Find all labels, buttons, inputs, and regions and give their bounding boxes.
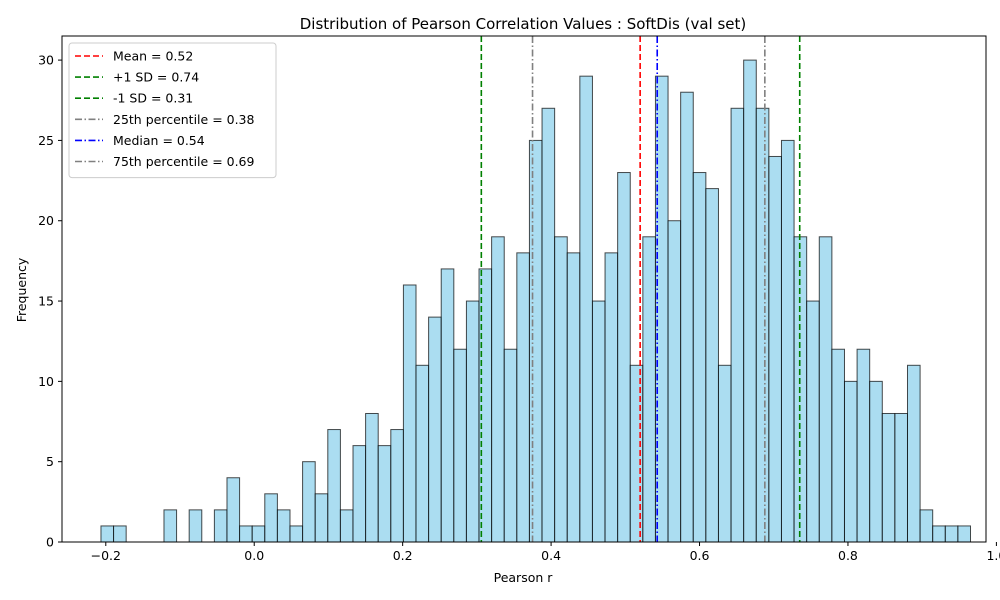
histogram-bar — [692, 172, 707, 543]
histogram-bar — [831, 348, 845, 543]
x-tick-label: 0.0 — [244, 548, 264, 563]
axes: −0.2 0.0 0.2 0.4 0.6 0.8 1.0 0 5 10 15 20 25 30 — [38, 35, 1000, 563]
histogram-bar — [566, 252, 581, 543]
histogram-bar — [629, 364, 644, 543]
histogram-bar — [554, 236, 568, 543]
histogram-bar — [906, 364, 921, 543]
histogram-bar — [302, 461, 316, 543]
x-tick-label: 0.2 — [393, 548, 413, 563]
histogram-bar — [932, 525, 946, 543]
histogram-bar — [314, 493, 329, 543]
histogram-bar — [667, 220, 682, 543]
histogram-bar — [604, 252, 619, 543]
histogram-bar — [541, 107, 556, 543]
y-tick-label: 0 — [46, 535, 54, 550]
histogram-bar — [100, 525, 115, 543]
histogram-bar — [415, 364, 430, 543]
histogram-bar — [528, 139, 543, 543]
reference-lines — [480, 36, 801, 542]
legend-label: +1 SD = 0.74 — [113, 70, 199, 85]
histogram-bar — [617, 172, 631, 543]
histogram-bar — [642, 236, 656, 543]
histogram-bar — [869, 380, 883, 543]
histogram-bar — [491, 236, 505, 543]
histogram-bar — [743, 59, 757, 543]
y-tick-label: 5 — [46, 454, 54, 469]
histogram-bar — [806, 300, 820, 543]
histogram-bar — [390, 429, 404, 543]
histogram-bar — [239, 525, 253, 543]
histogram-bar — [188, 509, 203, 543]
legend: Mean = 0.52 +1 SD = 0.74 -1 SD = 0.31 25th … — [68, 42, 277, 179]
chart-title: Distribution of Pearson Correlation Valu… — [300, 15, 746, 33]
histogram-bar — [213, 509, 228, 543]
x-tick-label: 0.6 — [690, 548, 710, 563]
histogram-bar — [264, 493, 278, 543]
legend-label: Mean = 0.52 — [113, 49, 193, 64]
histogram-bar — [428, 316, 442, 543]
histogram-bar — [579, 75, 593, 543]
histogram-bar — [705, 188, 719, 543]
histogram-bar — [276, 509, 291, 543]
histogram-bar — [730, 107, 745, 543]
histogram-bar — [957, 525, 972, 543]
x-tick-label: 1.0 — [986, 548, 1000, 563]
legend-label: 25th percentile = 0.38 — [113, 112, 255, 127]
x-tick-label: 0.4 — [541, 548, 561, 563]
histogram-bar — [755, 107, 770, 543]
y-tick-label: 30 — [38, 53, 54, 68]
histogram-bar — [339, 509, 354, 543]
y-axis-label: Frequency — [14, 257, 29, 322]
histogram-bar — [377, 445, 392, 543]
x-tick-label: −0.2 — [91, 548, 121, 563]
histogram-bar — [768, 155, 782, 543]
x-tick-label: 0.8 — [838, 548, 858, 563]
histogram-bar — [226, 477, 241, 543]
histogram-bar — [818, 236, 833, 543]
histogram-bar — [251, 525, 266, 543]
y-tick-label: 20 — [38, 213, 54, 228]
plot-frame — [61, 35, 987, 543]
histogram-bar — [289, 525, 304, 543]
x-axis-label: Pearson r — [494, 570, 554, 585]
histogram-bar — [453, 348, 467, 543]
histogram-bar — [365, 412, 379, 543]
histogram-bar — [465, 300, 480, 543]
histogram-bar — [402, 284, 417, 543]
histogram-bar — [680, 91, 694, 543]
histogram-bar — [919, 509, 934, 543]
histogram-bar — [113, 525, 127, 543]
histogram-bar — [856, 348, 871, 543]
legend-label: -1 SD = 0.31 — [113, 91, 193, 106]
y-tick-label: 25 — [38, 133, 54, 148]
legend-label: 75th percentile = 0.69 — [113, 154, 255, 169]
histogram-bar — [944, 525, 959, 543]
histogram-bar — [780, 139, 795, 543]
histogram-bar — [503, 348, 518, 543]
histogram-bar — [327, 429, 341, 543]
legend-label: Median = 0.54 — [113, 133, 205, 148]
histogram-bar — [352, 445, 367, 543]
histogram-bar — [894, 412, 908, 543]
histogram-bar — [163, 509, 178, 543]
histogram-bar — [516, 252, 530, 543]
histogram-bar — [717, 364, 732, 543]
histogram-bar — [843, 380, 858, 543]
histogram-bar — [881, 412, 896, 543]
y-tick-label: 10 — [38, 374, 54, 389]
histogram-bar — [440, 268, 455, 543]
legend-box — [68, 42, 277, 179]
histogram-bar — [591, 300, 606, 543]
y-tick-label: 15 — [38, 294, 54, 309]
